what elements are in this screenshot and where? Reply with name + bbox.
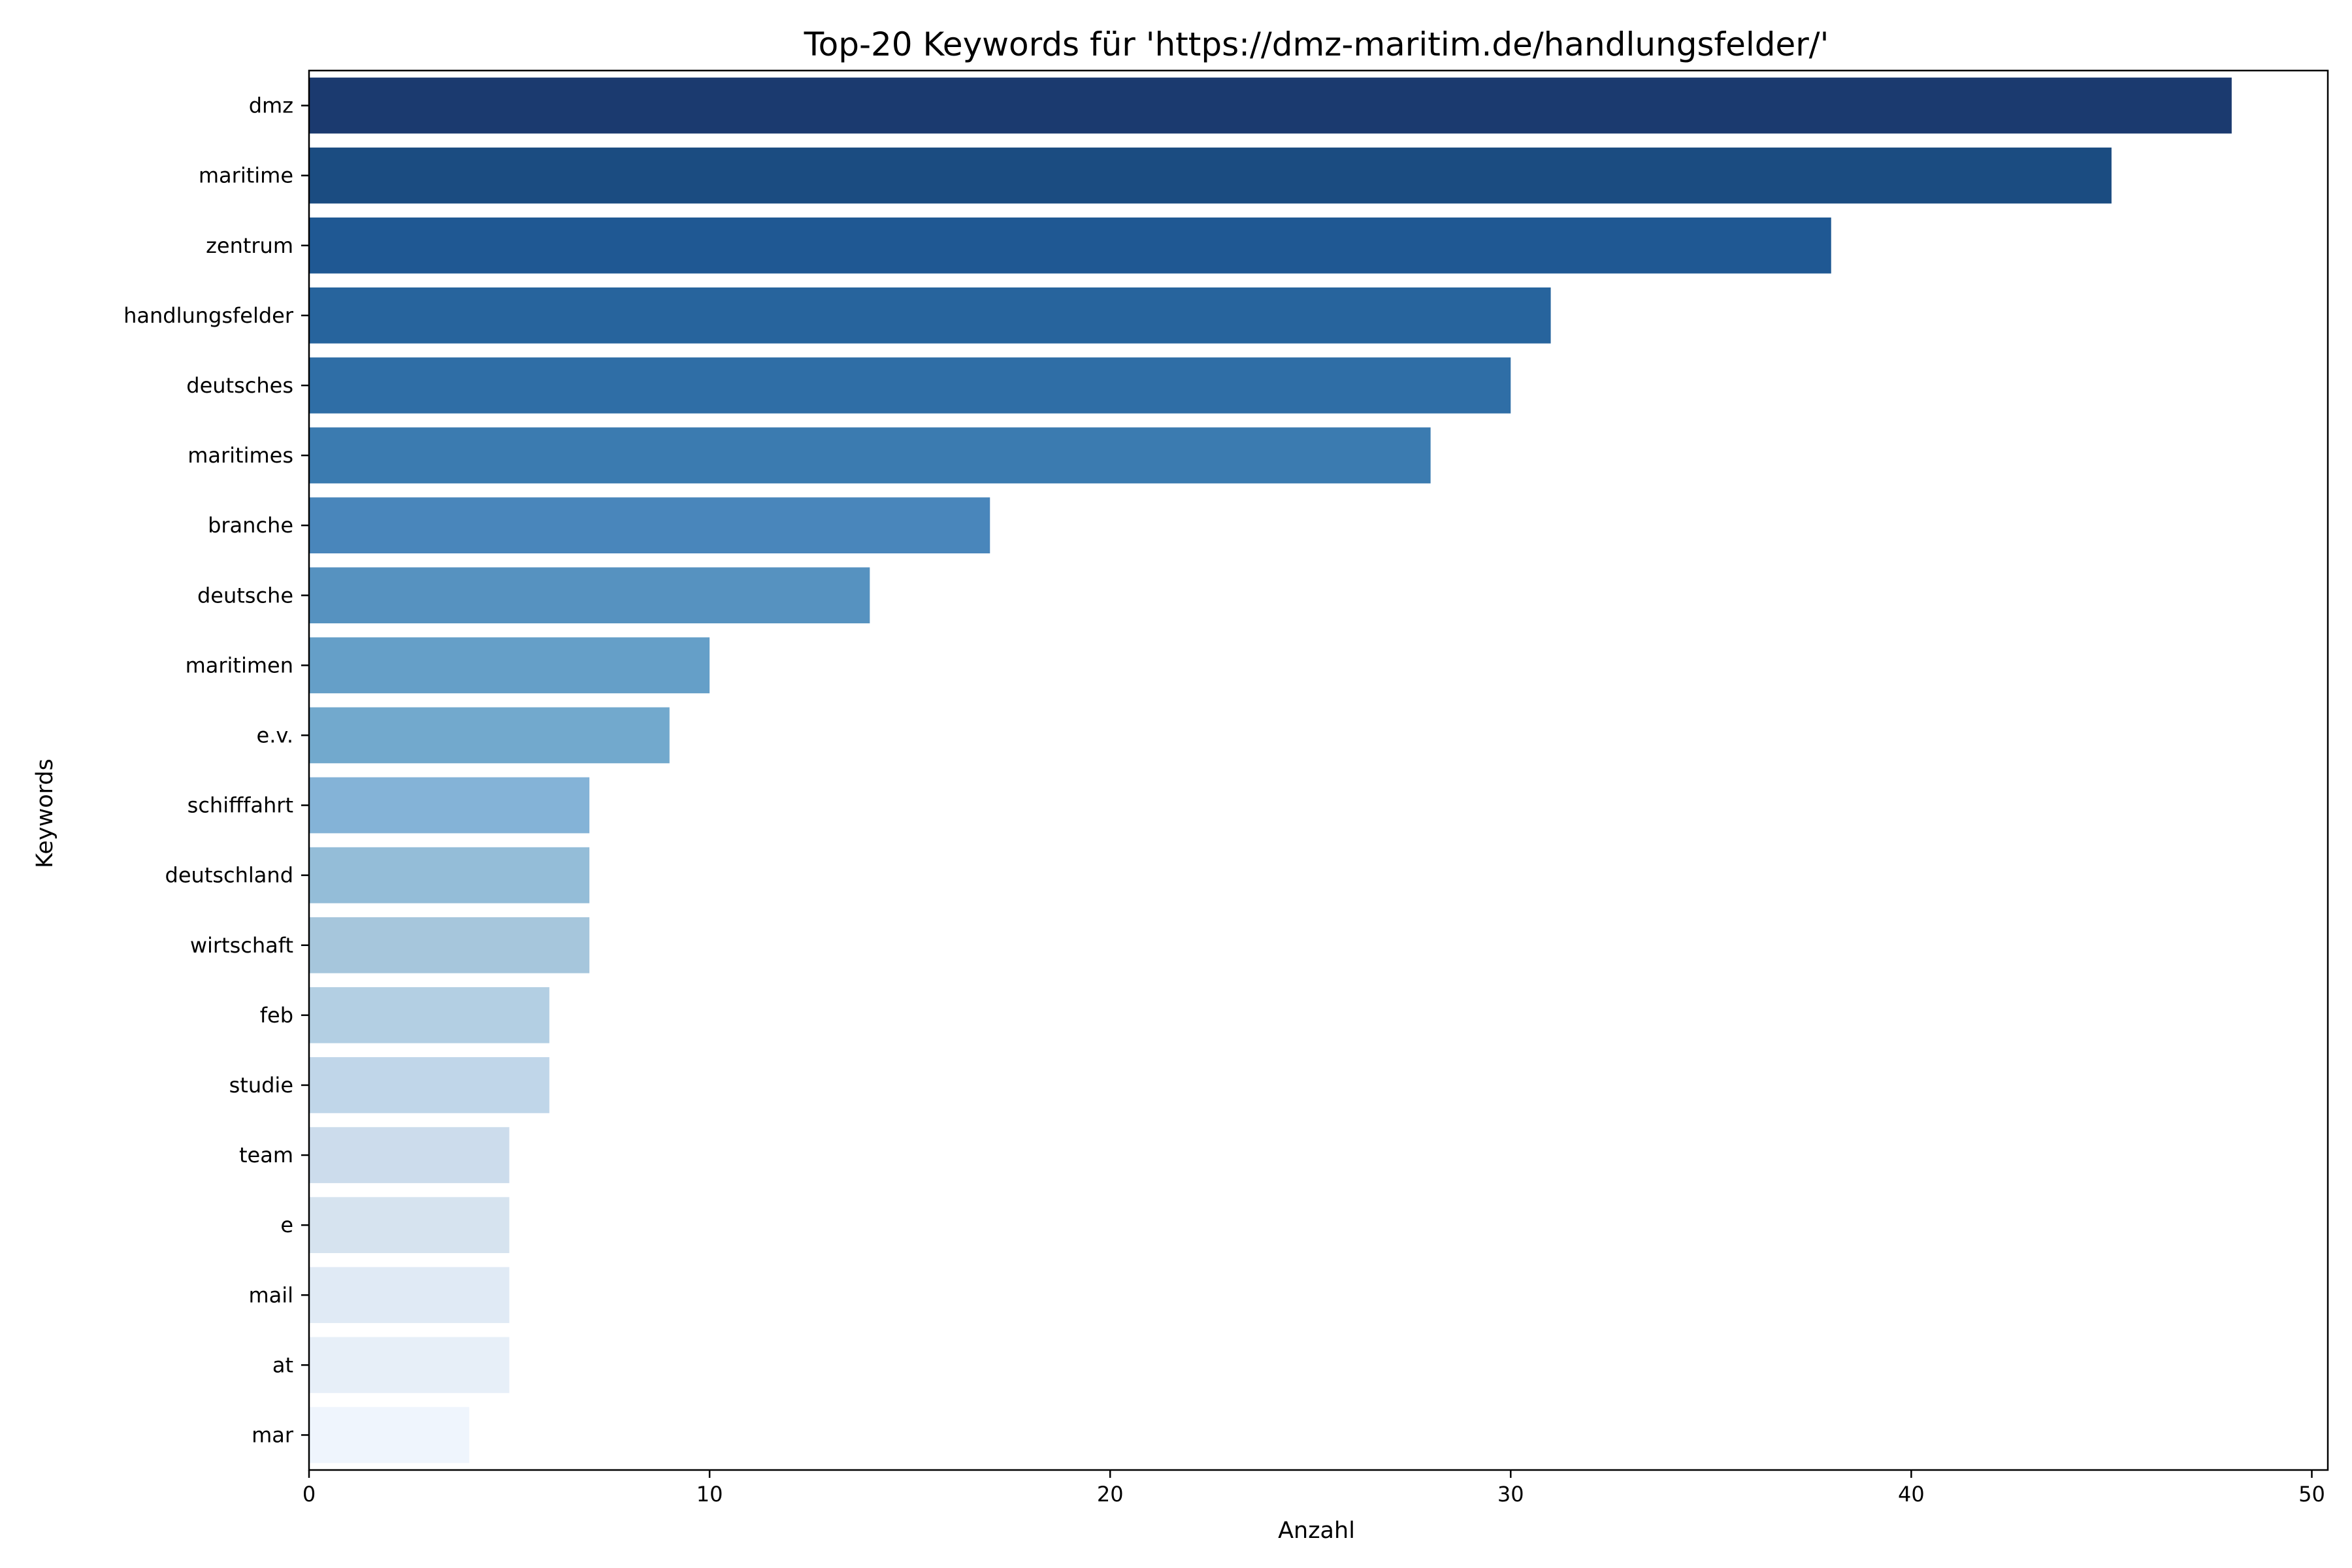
y-tick-label: maritime [199,163,293,188]
bar-handlungsfelder [309,287,1551,344]
bar-maritime [309,147,2112,204]
bar-e [309,1197,510,1253]
y-tick-label: deutsche [197,583,293,608]
bar-maritimen [309,637,710,694]
y-axis-title: Keywords [32,759,58,868]
x-axis-title: Anzahl [1278,1518,1355,1544]
y-tick-label: team [239,1143,293,1168]
bar-mail [309,1267,510,1324]
bar-maritimes [309,427,1431,483]
y-tick-label: dmz [249,93,293,118]
bar-zentrum [309,217,1831,274]
y-tick-label: maritimes [188,443,293,468]
y-tick-label: mail [248,1282,293,1307]
bars-group [309,77,2232,1463]
bar-schifffahrt [309,777,590,834]
bar-studie [309,1057,549,1113]
bar-deutschland [309,847,590,904]
y-tick-label: handlungsfelder [123,303,294,328]
bar-deutsches [309,357,1511,414]
x-tick-label: 10 [696,1482,723,1507]
y-tick-label: mar [252,1422,294,1447]
y-tick-label: e [280,1213,293,1237]
y-tick-label: feb [260,1003,293,1028]
bar-wirtschaft [309,917,590,973]
plot-frame [308,69,2329,1471]
y-axis-ticks: dmz maritime zentrum handlungsfelder deutsch… [123,93,309,1447]
y-tick-label: zentrum [206,233,293,258]
x-tick-label: 0 [302,1482,316,1507]
y-tick-label: branche [208,513,293,538]
x-tick-label: 40 [1898,1482,1925,1507]
bar-team [309,1127,510,1183]
bar-at [309,1337,510,1394]
bar-feb [309,987,549,1043]
x-tick-label: 30 [1497,1482,1524,1507]
y-tick-label: wirtschaft [190,933,293,958]
bar-dmz [309,77,2232,134]
y-tick-label: studie [229,1073,293,1098]
x-tick-label: 50 [2298,1482,2325,1507]
bar-branche [309,497,990,553]
bar-deutsche [309,567,870,624]
bar-e-v [309,707,670,764]
y-tick-label: deutsches [186,373,293,398]
x-axis-ticks: 0 10 20 30 40 50 [302,1470,2325,1507]
y-tick-label: at [272,1352,293,1377]
bar-mar [309,1407,470,1463]
y-tick-label: e.v. [257,723,293,747]
y-tick-label: schifffahrt [188,793,293,818]
y-tick-label: deutschland [165,863,293,888]
x-tick-label: 20 [1097,1482,1124,1507]
y-tick-label: maritimen [186,653,293,678]
chart-title: Top-20 Keywords für 'https://dmz-maritim… [804,25,1829,63]
